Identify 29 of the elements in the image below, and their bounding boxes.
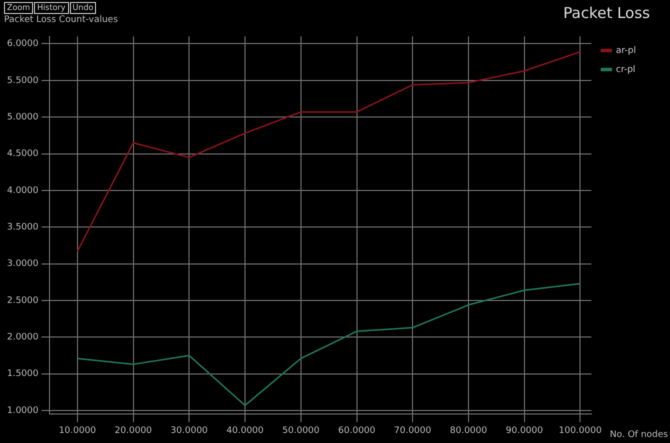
x-tick-label: 20.0000 — [114, 426, 152, 436]
x-tick-label: 100.0000 — [558, 426, 602, 436]
chart-title: Packet Loss — [563, 4, 650, 22]
y-tick-label: 6.0000 — [6, 39, 39, 50]
x-tick-label: 30.0000 — [170, 426, 208, 436]
x-tick-label: 50.0000 — [282, 426, 320, 436]
y-tick-label: 5.5000 — [6, 76, 39, 86]
y-tick-label: 3.0000 — [6, 259, 39, 270]
y-axis-title: Packet Loss Count-values — [4, 15, 118, 25]
y-tick-label: 2.0000 — [6, 332, 39, 343]
x-tick-label: 40.0000 — [226, 426, 264, 436]
y-tick-label: 4.5000 — [6, 149, 39, 160]
x-tick-label: 80.0000 — [450, 426, 488, 436]
button: Undo — [70, 2, 96, 14]
y-tick-label: 5.0000 — [6, 112, 39, 122]
y-tick-label: 4.0000 — [6, 186, 39, 196]
button: History — [34, 2, 69, 14]
legend-label: cr-pl — [616, 64, 636, 75]
y-tick-label: 2.5000 — [6, 296, 39, 306]
button: Zoom — [4, 2, 34, 14]
x-axis-title: No. Of nodes — [610, 430, 668, 440]
x-tick-label: 10.0000 — [58, 426, 96, 436]
y-tick-label: 1.5000 — [6, 369, 39, 380]
y-tick-label: 1.0000 — [6, 406, 39, 416]
x-tick-label: 90.0000 — [506, 426, 544, 436]
y-tick-label: 3.5000 — [6, 222, 39, 232]
legend-label: ar-pl — [616, 46, 636, 56]
x-tick-label: 70.0000 — [394, 426, 432, 436]
x-tick-label: 60.0000 — [338, 426, 376, 436]
